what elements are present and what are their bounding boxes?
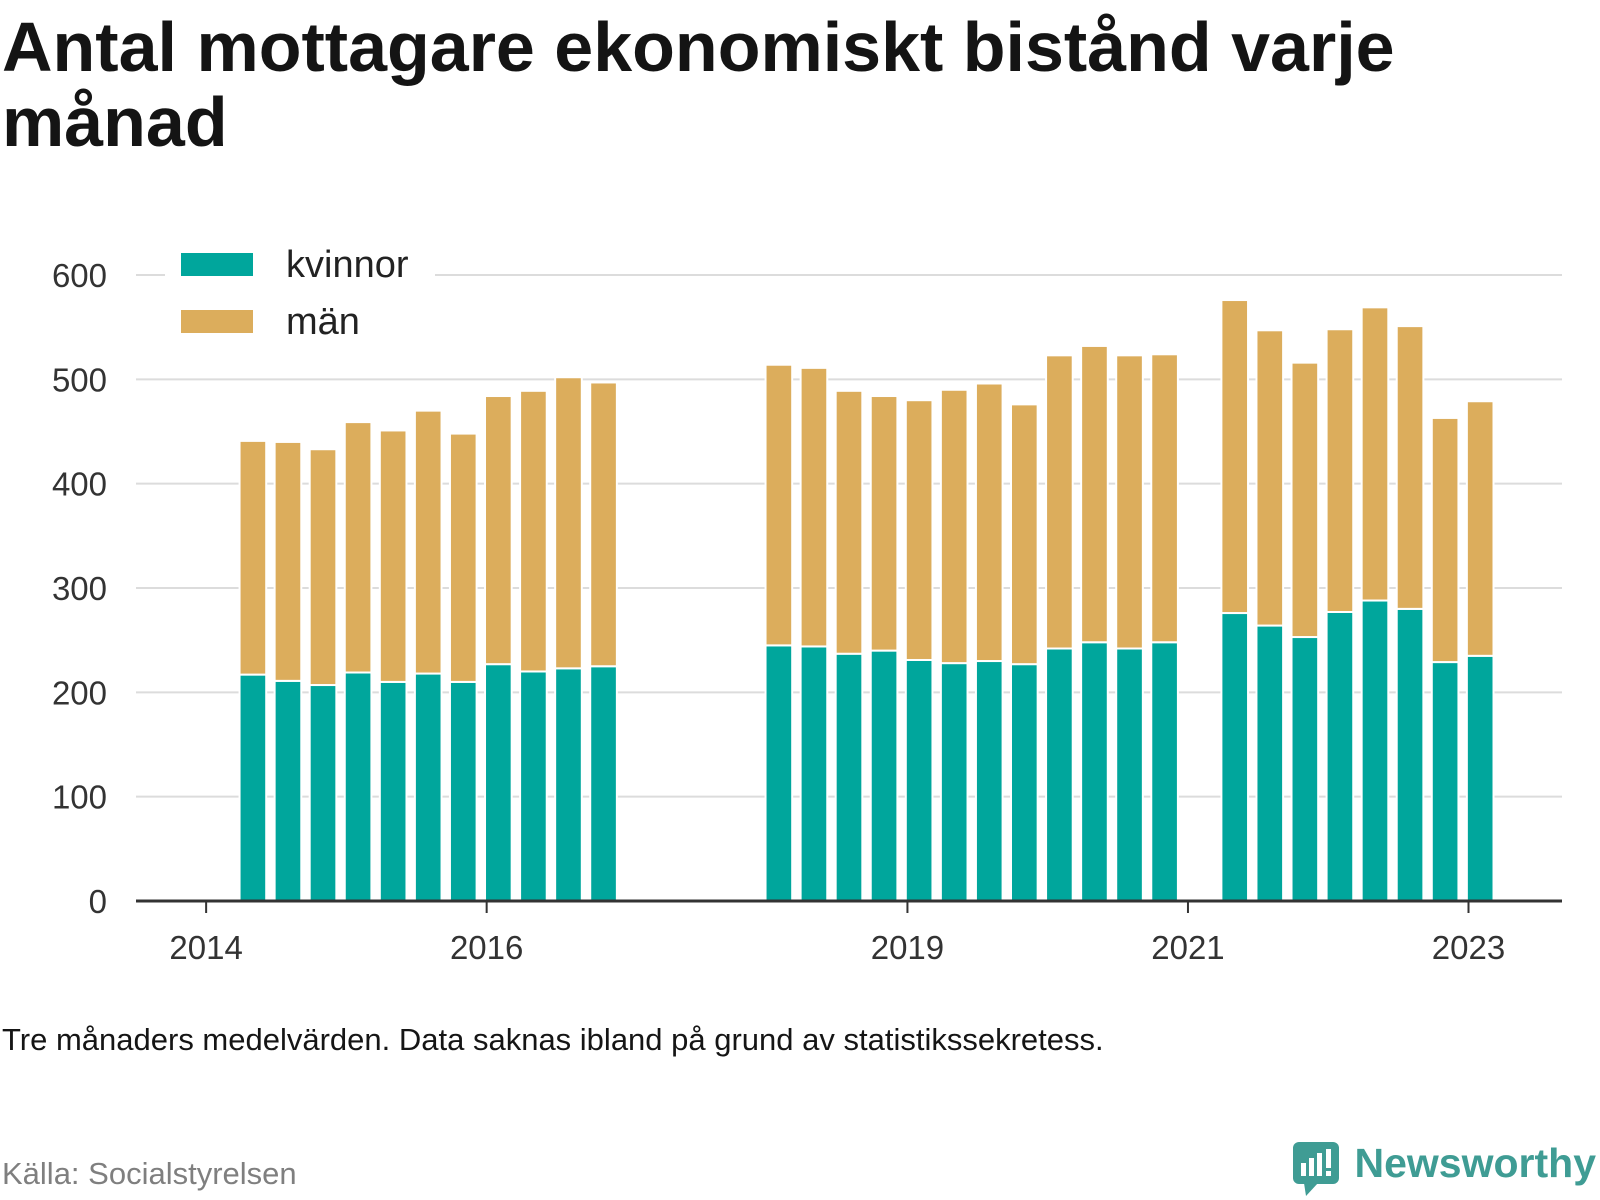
- bar-man-2018-05: [799, 366, 829, 648]
- bar-man-2014-05: [238, 439, 268, 676]
- bar-kvinnor-2019-08: [974, 660, 1004, 902]
- bar-man-2016-11: [589, 381, 618, 668]
- bar-man-2016-08: [554, 376, 583, 670]
- bar-kvinnor-2022-05: [1360, 599, 1390, 903]
- bar-man-2020-02: [1045, 354, 1074, 650]
- bar-man-2018-02: [764, 363, 794, 647]
- legend-item-man[interactable]: män: [165, 293, 435, 350]
- bar-kvinnor-2014-11: [308, 684, 338, 903]
- y-tick-label: 500: [52, 361, 107, 398]
- bar-man-2021-05: [1220, 299, 1250, 615]
- bar-man-2020-08: [1115, 354, 1144, 650]
- x-tick-label: 2023: [1432, 929, 1505, 966]
- y-tick-label: 100: [52, 779, 107, 816]
- bar-kvinnor-2016-08: [554, 667, 583, 902]
- bar-man-2019-02: [904, 399, 934, 661]
- legend-swatch-kvinnor: [181, 253, 253, 276]
- bar-kvinnor-2018-05: [799, 645, 829, 903]
- legend: kvinnor män: [165, 236, 435, 350]
- bar-man-2022-02: [1325, 328, 1355, 613]
- x-tick-label: 2021: [1151, 929, 1224, 966]
- bar-man-2019-05: [939, 388, 969, 665]
- bar-kvinnor-2021-08: [1255, 624, 1285, 902]
- bar-man-2020-05: [1080, 344, 1109, 644]
- bar-man-2018-08: [834, 389, 864, 655]
- bar-kvinnor-2015-05: [378, 680, 408, 903]
- legend-label-kvinnor: kvinnor: [286, 243, 409, 286]
- bar-kvinnor-2020-11: [1150, 641, 1179, 903]
- bar-man-2014-08: [273, 440, 303, 682]
- bar-kvinnor-2020-08: [1115, 647, 1144, 902]
- source-credit: Källa: Socialstyrelsen: [2, 1156, 297, 1191]
- legend-label-man: män: [286, 300, 360, 343]
- bar-kvinnor-2016-02: [484, 663, 513, 902]
- x-tick-label: 2019: [871, 929, 944, 966]
- x-axis: 2014 2016 2019 2021 2023: [136, 899, 1562, 966]
- bar-kvinnor-2016-05: [519, 670, 548, 903]
- x-tick-label: 2014: [169, 929, 242, 966]
- y-tick-label: 200: [52, 674, 107, 711]
- y-tick-label: 300: [52, 570, 107, 607]
- bar-man-2022-08: [1395, 325, 1425, 610]
- bar-kvinnor-2022-08: [1395, 607, 1425, 902]
- bar-kvinnor-2018-02: [764, 644, 794, 903]
- bar-kvinnor-2014-08: [273, 679, 303, 903]
- bar-man-2019-08: [974, 382, 1004, 663]
- bar-man-2015-11: [448, 432, 478, 683]
- bar-man-2016-05: [519, 389, 548, 673]
- bar-man-2022-11: [1430, 416, 1460, 664]
- bar-kvinnor-2019-02: [904, 658, 934, 902]
- bar-kvinnor-2016-11: [589, 665, 618, 902]
- bar-chart-speech-bubble-icon: [1292, 1141, 1340, 1197]
- bar-man-2015-05: [378, 429, 408, 683]
- y-tick-label: 400: [52, 466, 107, 503]
- bar-kvinnor-2014-05: [238, 673, 268, 903]
- y-tick-label: 600: [52, 257, 107, 294]
- bar-kvinnor-2018-08: [834, 652, 864, 902]
- bar-kvinnor-2015-08: [413, 672, 443, 903]
- legend-swatch-man: [181, 310, 253, 333]
- bar-kvinnor-2019-11: [1010, 663, 1039, 902]
- bar-man-2016-02: [484, 395, 513, 666]
- bar-kvinnor-2022-02: [1325, 610, 1355, 902]
- chart-title: Antal mottagare ekonomiskt bistånd varje…: [2, 8, 1395, 161]
- bar-kvinnor-2023-02: [1465, 654, 1495, 902]
- bar-kvinnor-2015-11: [448, 680, 478, 903]
- bars: [238, 299, 1495, 903]
- bar-man-2021-08: [1255, 329, 1285, 627]
- bar-kvinnor-2015-02: [343, 671, 373, 903]
- bar-man-2020-11: [1150, 353, 1179, 644]
- bar-kvinnor-2021-11: [1290, 636, 1320, 903]
- bar-kvinnor-2020-05: [1080, 641, 1109, 903]
- bar-man-2014-11: [308, 448, 338, 687]
- chart-footnote: Tre månaders medelvärden. Data saknas ib…: [2, 1022, 1104, 1057]
- y-tick-label: 0: [89, 883, 107, 920]
- x-tick-label: 2016: [450, 929, 523, 966]
- bar-man-2015-08: [413, 409, 443, 675]
- bar-man-2018-11: [869, 395, 899, 652]
- bar-man-2015-02: [343, 421, 373, 674]
- bar-kvinnor-2022-11: [1430, 661, 1460, 902]
- legend-item-kvinnor[interactable]: kvinnor: [165, 236, 435, 293]
- bar-man-2023-02: [1465, 400, 1495, 657]
- bar-kvinnor-2019-05: [939, 662, 969, 902]
- bar-man-2021-11: [1290, 361, 1320, 639]
- bar-man-2022-05: [1360, 306, 1390, 602]
- bar-kvinnor-2021-05: [1220, 612, 1250, 902]
- brand-name[interactable]: Newsworthy: [1354, 1140, 1597, 1186]
- bar-man-2019-11: [1010, 403, 1039, 666]
- bar-kvinnor-2020-02: [1045, 647, 1074, 902]
- bar-kvinnor-2018-11: [869, 649, 899, 902]
- y-axis-tick-labels: 0 100 200 300 400 500 600: [52, 257, 107, 920]
